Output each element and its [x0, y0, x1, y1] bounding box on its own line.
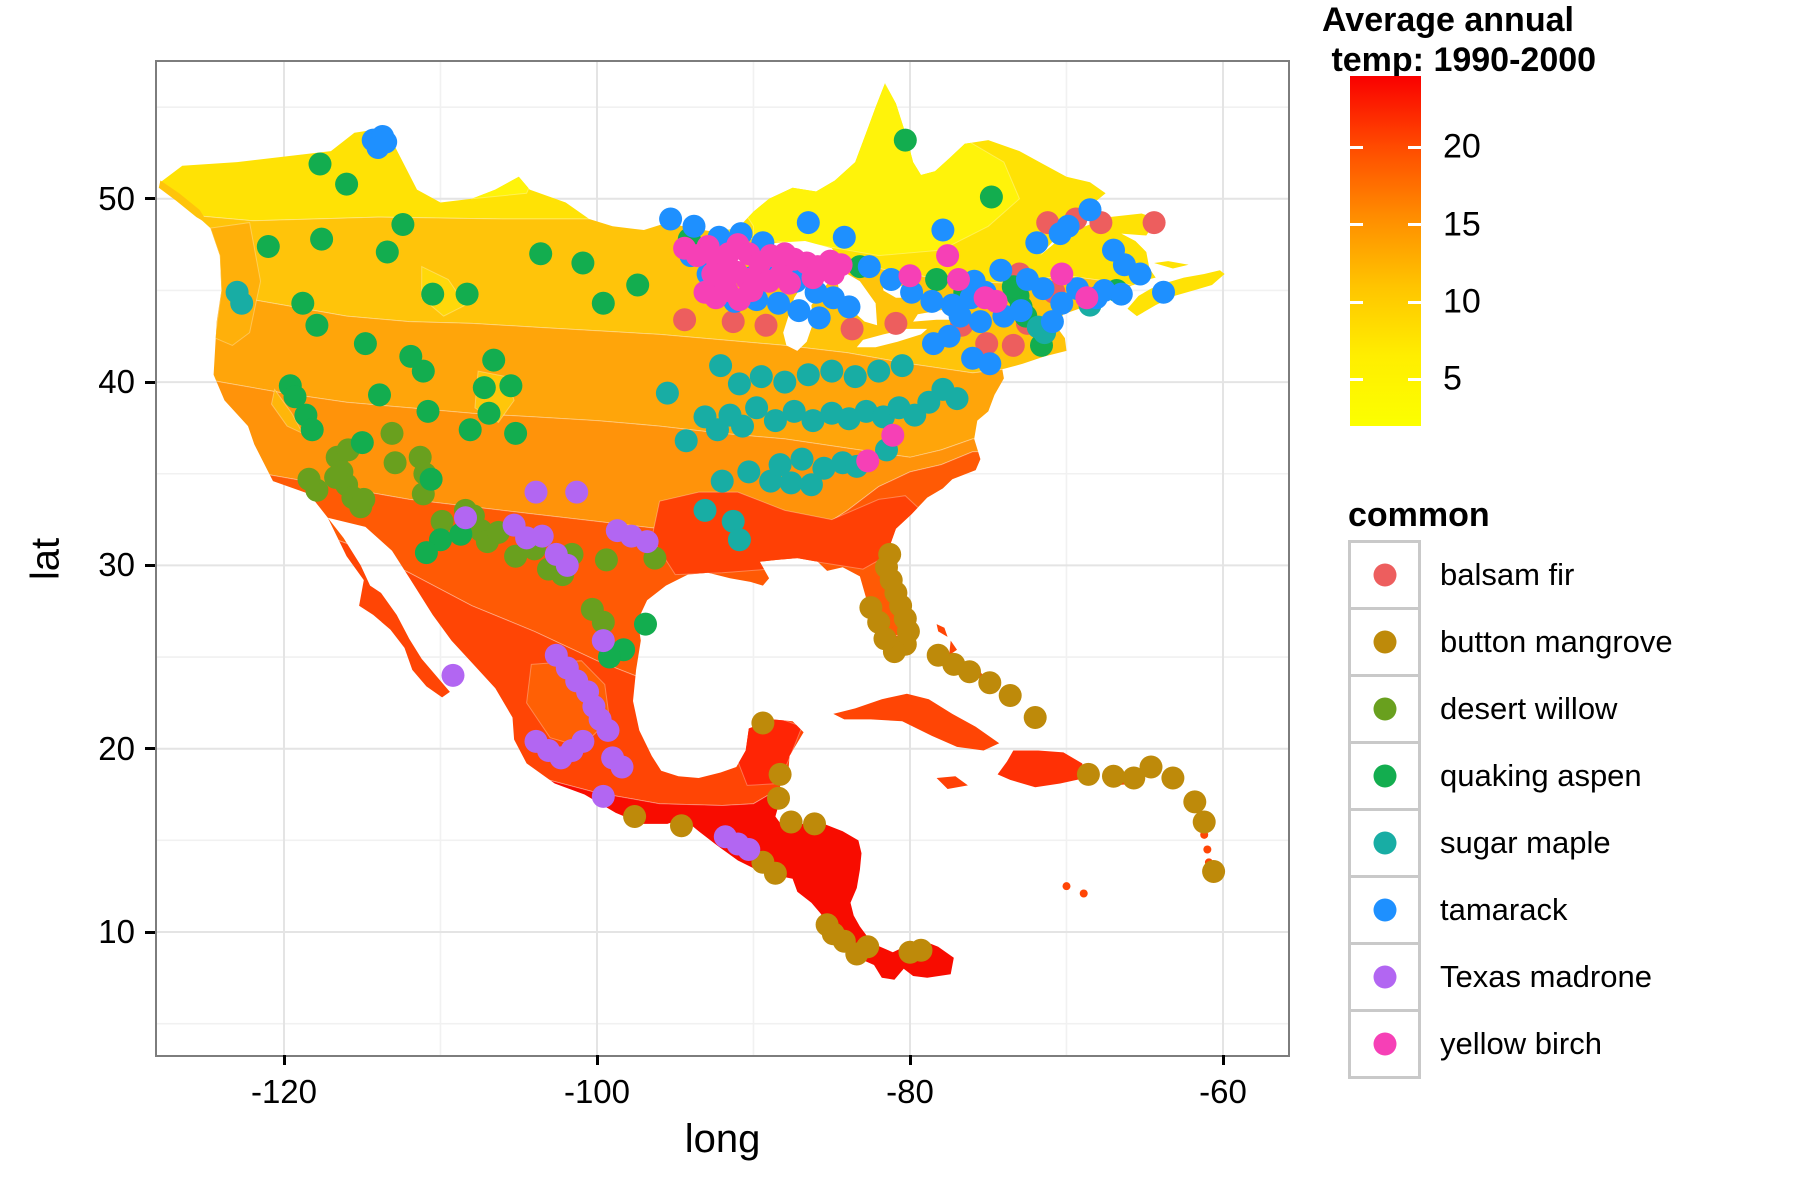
- x-tick-label: -120: [250, 1073, 318, 1110]
- legend-dot-icon: [1373, 563, 1396, 587]
- legend-key-tamarack: [1348, 875, 1421, 945]
- legend-dot-icon: [1373, 831, 1396, 855]
- colorbar-tick-left: [1350, 300, 1363, 304]
- y-tick-label: 20: [98, 729, 135, 767]
- colorbar-tick-label: 20: [1443, 127, 1481, 166]
- legend-key-quaking-aspen: [1348, 741, 1421, 811]
- points-button-mangrove: [623, 542, 1226, 966]
- x-tick-mark: [1221, 1055, 1225, 1065]
- colorbar-tick-right: [1408, 223, 1421, 227]
- y-tick-mark: [145, 197, 155, 201]
- legend-key-button-mangrove: [1348, 607, 1421, 677]
- legend-dot-icon: [1373, 630, 1396, 654]
- legend-label: desert willow: [1440, 691, 1618, 726]
- map-svg: [157, 62, 1288, 1055]
- islands: [158, 180, 1225, 898]
- colorbar-tick-label: 15: [1443, 205, 1481, 244]
- y-tick-mark: [145, 930, 155, 934]
- colorbar: [1350, 76, 1421, 426]
- legend-title: common: [1348, 496, 1490, 534]
- plot-panel: [155, 60, 1290, 1057]
- x-tick-mark: [595, 1055, 599, 1065]
- legend-label: button mangrove: [1440, 624, 1673, 659]
- legend-dot-icon: [1373, 697, 1396, 721]
- y-tick-label: 30: [98, 546, 135, 584]
- y-tick-mark: [145, 380, 155, 384]
- colorbar-tick-label: 10: [1443, 282, 1481, 321]
- legend-label: quaking aspen: [1440, 758, 1642, 793]
- colorbar-tick-left: [1350, 377, 1363, 381]
- legend-dot-icon: [1373, 764, 1396, 788]
- x-tick-label: -80: [886, 1073, 934, 1110]
- legend-keys: [1348, 540, 1421, 1079]
- colorbar-title: Average annual temp: 1990-2000: [1322, 1, 1597, 79]
- x-tick-mark: [908, 1055, 912, 1065]
- colorbar-tick-right: [1408, 300, 1421, 304]
- colorbar-tick-label: 5: [1443, 359, 1462, 398]
- colorbar-tick-left: [1350, 145, 1363, 149]
- colorbar-tick-right: [1408, 145, 1421, 149]
- x-tick-label: -60: [1199, 1073, 1247, 1110]
- x-tick-label: -100: [563, 1073, 631, 1110]
- legend-label: sugar maple: [1440, 825, 1611, 860]
- legend-key-desert-willow: [1348, 674, 1421, 744]
- colorbar-tick-left: [1350, 223, 1363, 227]
- y-tick-label: 10: [98, 913, 135, 950]
- legend-label: Texas madrone: [1440, 959, 1652, 994]
- legend-label: tamarack: [1440, 892, 1568, 927]
- colorbar-tick-right: [1408, 377, 1421, 381]
- legend-key-texas-madrone: [1348, 942, 1421, 1012]
- legend-dot-icon: [1373, 898, 1396, 922]
- legend-key-sugar-maple: [1348, 808, 1421, 878]
- y-tick-label: 40: [98, 363, 135, 401]
- x-axis-title: long: [684, 1117, 761, 1161]
- legend-label: balsam fir: [1440, 557, 1575, 592]
- legend-dot-icon: [1373, 965, 1396, 989]
- y-tick-label: 50: [98, 179, 135, 217]
- x-tick-mark: [282, 1055, 286, 1065]
- y-tick-mark: [145, 563, 155, 567]
- legend-label: yellow birch: [1440, 1026, 1602, 1061]
- y-tick-mark: [145, 747, 155, 751]
- temperature-choropleth: [160, 83, 1158, 980]
- legend-key-balsam-fir: [1348, 540, 1421, 610]
- legend-key-yellow-birch: [1348, 1009, 1421, 1079]
- points-yellow-birch: [673, 233, 1099, 473]
- points-texas-madrone: [441, 480, 761, 861]
- legend-dot-icon: [1373, 1032, 1396, 1056]
